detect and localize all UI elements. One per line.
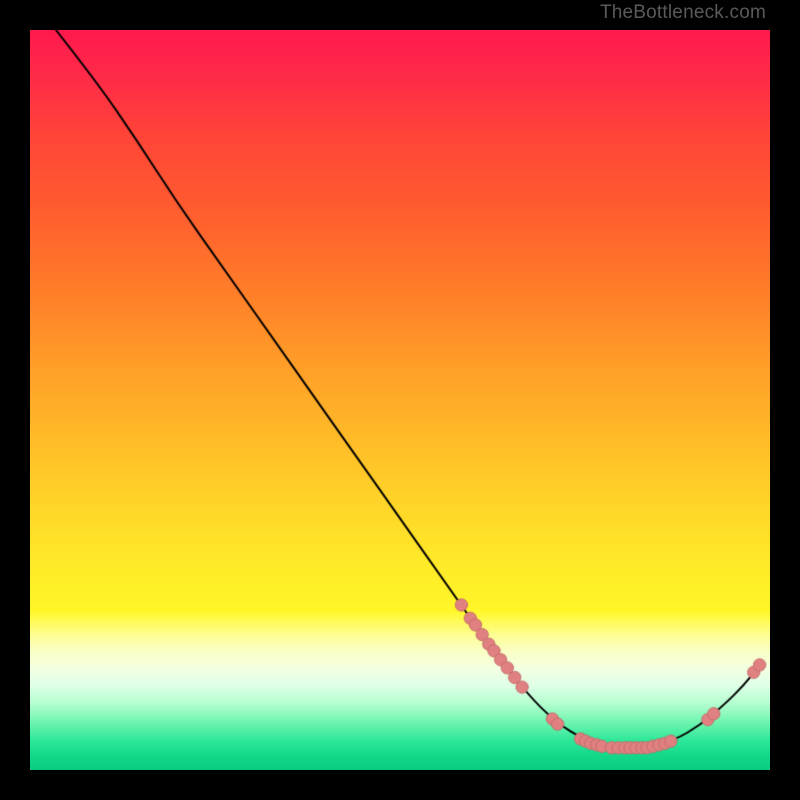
chart-plot-area <box>30 30 770 770</box>
attribution-text: TheBottleneck.com <box>600 2 766 24</box>
bottleneck-curve <box>30 30 770 770</box>
